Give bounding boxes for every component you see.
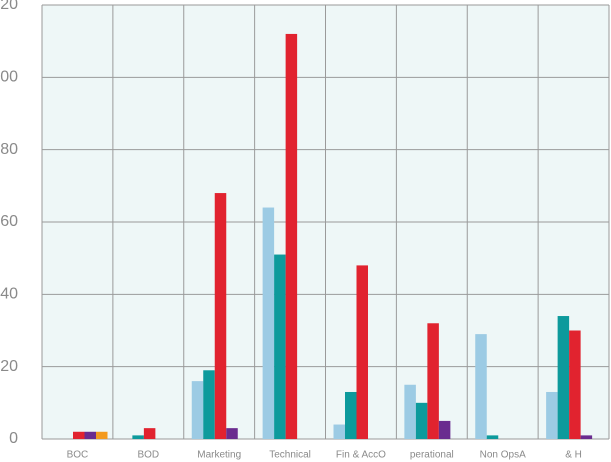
- bar: [73, 431, 85, 439]
- bar: [333, 424, 345, 439]
- x-tick-label: Marketing: [197, 450, 241, 461]
- x-tick-label: Technical: [269, 450, 311, 461]
- y-tick-label: 60: [0, 213, 18, 230]
- bar: [557, 316, 570, 439]
- bar: [191, 381, 204, 439]
- bar: [580, 435, 593, 439]
- bar: [427, 323, 439, 439]
- x-tick-label: perational: [410, 450, 454, 461]
- x-tick-label: BOD: [137, 450, 159, 461]
- bar: [226, 428, 238, 439]
- y-tick-label: 40: [0, 286, 18, 303]
- bar: [214, 193, 227, 439]
- x-tick-label: Non OpsA: [480, 450, 526, 461]
- bar: [475, 334, 487, 439]
- bar: [486, 435, 499, 439]
- bar: [84, 431, 96, 439]
- y-tick-label: 120: [0, 0, 18, 13]
- bar: [345, 391, 357, 439]
- bar: [96, 431, 108, 439]
- bar: [546, 391, 558, 439]
- bar: [569, 330, 581, 439]
- y-tick-label: 100: [0, 69, 18, 86]
- bar: [438, 420, 451, 439]
- bar: [132, 435, 144, 439]
- bar: [274, 254, 286, 439]
- bar: [356, 265, 368, 439]
- bar: [415, 402, 428, 439]
- bar: [404, 384, 416, 439]
- bar: [262, 207, 275, 439]
- bar: [203, 370, 215, 439]
- x-tick-label: Fin & AccO: [336, 450, 386, 461]
- x-tick-label: & H: [565, 450, 582, 461]
- y-tick-label: 20: [0, 358, 18, 375]
- x-tick-label: BOC: [67, 450, 89, 461]
- bar: [285, 33, 298, 439]
- y-tick-label: 80: [0, 141, 18, 158]
- y-tick-label: 0: [9, 430, 18, 447]
- bar: [143, 428, 156, 439]
